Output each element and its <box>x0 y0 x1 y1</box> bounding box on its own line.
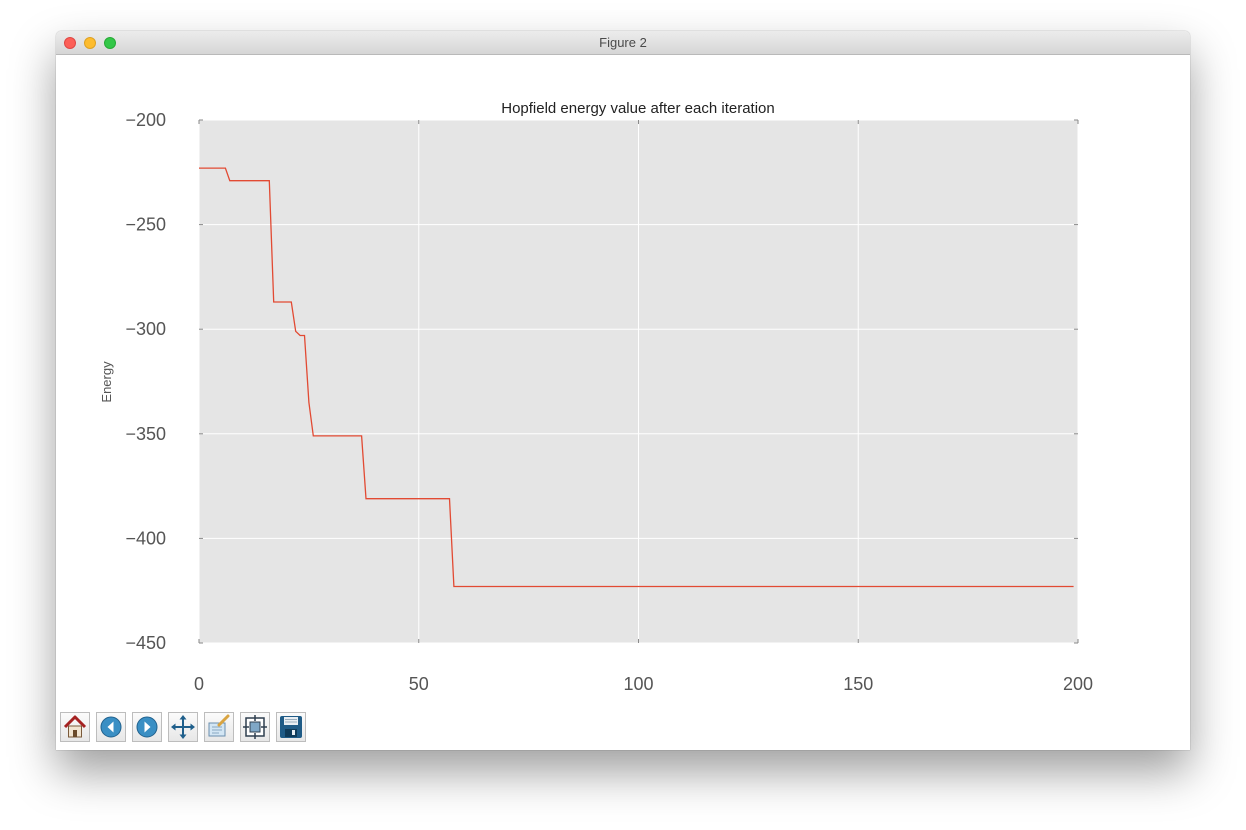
y-tick-label: −250 <box>125 215 166 235</box>
close-window-button[interactable] <box>64 37 76 49</box>
figure-canvas[interactable]: Hopfield energy value after each iterati… <box>56 55 1190 705</box>
x-tick-label: 100 <box>623 674 653 694</box>
minimize-window-button[interactable] <box>84 37 96 49</box>
axis-ticks <box>198 119 1079 644</box>
home-button[interactable] <box>60 712 90 742</box>
home-icon <box>63 715 87 738</box>
forward-button[interactable] <box>132 712 162 742</box>
y-tick-label: −450 <box>125 633 166 653</box>
title-bar: Figure 2 <box>56 31 1190 55</box>
back-arrow-icon <box>100 716 122 738</box>
figure-window: Figure 2 Hopfield energy value after eac… <box>56 31 1190 750</box>
x-tick-label: 200 <box>1063 674 1093 694</box>
floppy-disk-icon <box>280 716 302 738</box>
zoom-button[interactable] <box>204 712 234 742</box>
save-button[interactable] <box>276 712 306 742</box>
y-tick-label: −200 <box>125 110 166 130</box>
zoom-rect-icon <box>208 714 230 737</box>
x-tick-label: 150 <box>843 674 873 694</box>
y-axis-label: Energy <box>99 361 114 403</box>
window-title: Figure 2 <box>599 35 647 50</box>
chart-title: Hopfield energy value after each iterati… <box>501 100 775 117</box>
subplots-config-icon <box>243 715 267 739</box>
move-arrows-icon <box>171 715 195 739</box>
tick-labels: 0 50 100 150 200 −200 −250 −300 −350 −400 −450 <box>125 110 1093 694</box>
forward-arrow-icon <box>136 716 158 738</box>
energy-line <box>199 167 1074 588</box>
y-tick-label: −300 <box>125 319 166 339</box>
pan-button[interactable] <box>168 712 198 742</box>
y-tick-label: −350 <box>125 424 166 444</box>
subplots-button[interactable] <box>240 712 270 742</box>
x-tick-label: 50 <box>409 674 429 694</box>
x-tick-label: 0 <box>194 674 204 694</box>
back-button[interactable] <box>96 712 126 742</box>
y-tick-label: −400 <box>125 528 166 548</box>
maximize-window-button[interactable] <box>104 37 116 49</box>
